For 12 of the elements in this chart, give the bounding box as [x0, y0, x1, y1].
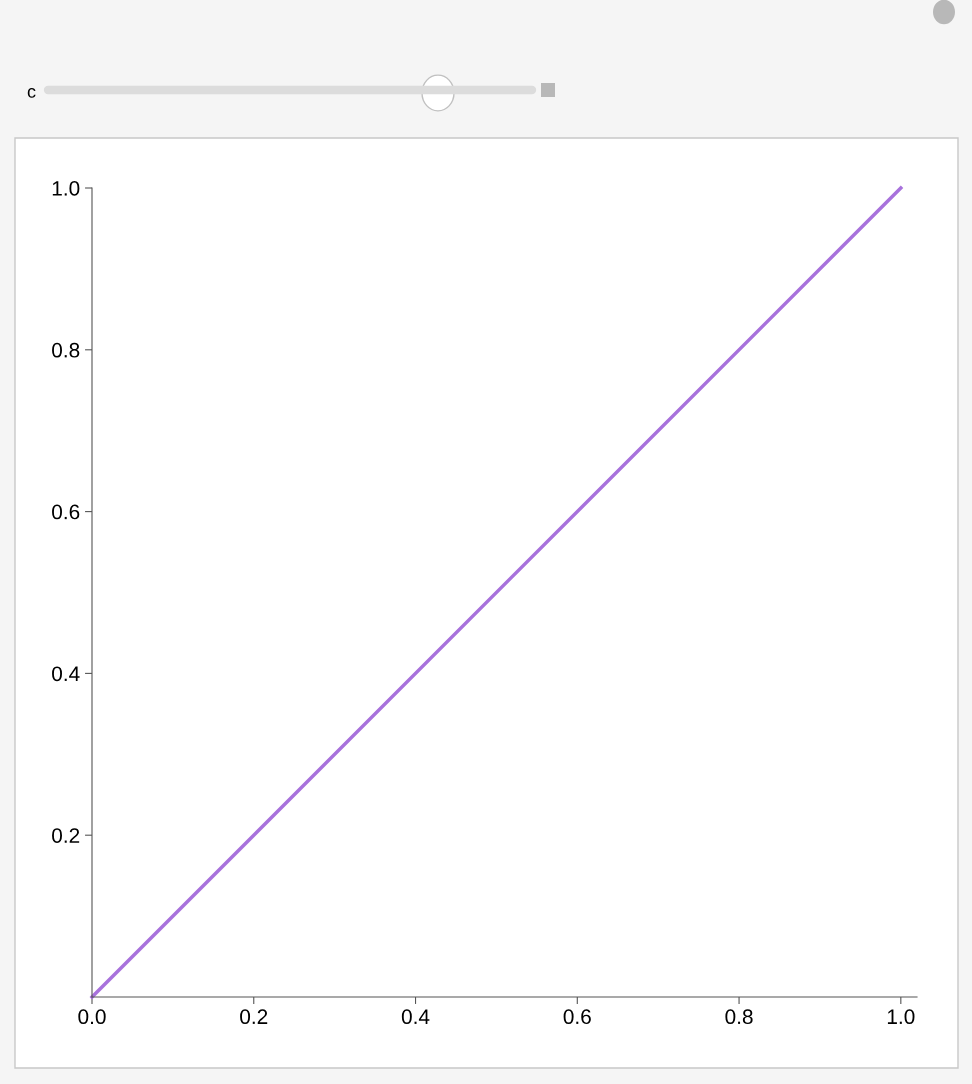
x-tick-label: 0.6 — [563, 1009, 591, 1025]
x-tick-label: 0.0 — [78, 1009, 106, 1025]
y-tick-label: 1.0 — [52, 181, 80, 196]
x-tick-label: 1.0 — [887, 1009, 915, 1025]
x-tick-label: 0.4 — [401, 1009, 430, 1025]
y-tick-label: 0.6 — [52, 504, 80, 520]
y-tick-label: 0.8 — [52, 342, 80, 358]
x-tick-label: 0.8 — [725, 1009, 753, 1025]
text: c — [27, 87, 36, 98]
x-tick-label: 0.2 — [240, 1009, 268, 1025]
y-tick-label: 0.2 — [52, 828, 80, 843]
y-tick-label: 0.4 — [52, 666, 80, 682]
